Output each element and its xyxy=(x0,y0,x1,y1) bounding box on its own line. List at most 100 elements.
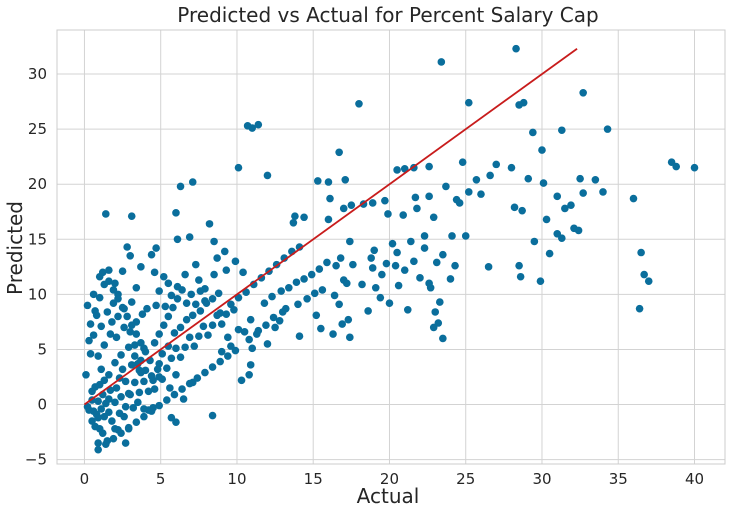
data-point xyxy=(216,357,224,366)
data-point xyxy=(289,218,298,227)
data-point xyxy=(121,439,130,447)
data-point xyxy=(260,299,269,307)
data-point xyxy=(518,206,526,215)
data-point xyxy=(86,350,95,358)
data-point xyxy=(118,303,127,312)
data-point xyxy=(155,401,163,410)
data-point xyxy=(342,279,351,288)
data-point xyxy=(213,311,221,320)
data-point xyxy=(147,407,156,415)
data-point xyxy=(173,294,182,303)
data-point xyxy=(637,248,645,257)
data-point xyxy=(105,277,113,285)
data-point xyxy=(111,398,119,407)
data-point xyxy=(155,287,163,295)
data-point xyxy=(451,261,459,270)
data-point xyxy=(599,188,607,196)
data-point xyxy=(213,254,221,262)
data-point xyxy=(558,126,566,135)
data-point xyxy=(291,212,299,220)
data-point xyxy=(239,268,247,277)
data-point xyxy=(178,385,186,393)
data-point xyxy=(100,376,109,385)
data-point xyxy=(317,324,325,333)
data-point xyxy=(690,163,699,172)
data-point xyxy=(172,418,180,426)
data-point xyxy=(510,203,519,212)
data-point xyxy=(208,363,217,371)
data-point xyxy=(344,315,353,324)
data-point xyxy=(94,413,102,422)
data-point xyxy=(121,377,130,386)
x-tick-label: 25 xyxy=(456,470,475,488)
data-point xyxy=(324,178,333,186)
data-point xyxy=(349,260,357,269)
data-point xyxy=(425,279,433,288)
data-point xyxy=(117,393,125,401)
y-tick-label: 5 xyxy=(37,340,47,358)
data-point xyxy=(224,333,232,342)
data-point xyxy=(382,259,391,268)
data-point xyxy=(94,439,102,447)
chart-title: Predicted vs Actual for Percent Salary C… xyxy=(177,3,598,27)
data-point xyxy=(153,365,162,374)
x-tick-label: 10 xyxy=(227,470,246,488)
data-point xyxy=(137,368,145,377)
data-point xyxy=(159,272,168,281)
data-point xyxy=(140,405,148,413)
data-point xyxy=(227,300,235,309)
data-point xyxy=(407,237,415,246)
data-point xyxy=(278,308,287,316)
y-tick-label: 30 xyxy=(28,65,47,83)
data-point xyxy=(246,361,255,369)
data-point xyxy=(135,388,144,397)
data-point xyxy=(103,308,112,316)
data-point xyxy=(385,299,394,307)
data-points xyxy=(82,44,699,454)
data-point xyxy=(89,331,98,339)
data-point xyxy=(132,283,141,292)
data-point xyxy=(124,389,133,398)
data-point xyxy=(155,330,163,338)
data-point xyxy=(429,323,438,332)
data-point xyxy=(640,270,648,279)
data-point xyxy=(420,232,429,240)
data-point xyxy=(166,384,174,392)
data-point xyxy=(214,289,223,298)
data-point xyxy=(516,272,525,281)
data-point xyxy=(240,328,249,336)
identity-line xyxy=(83,47,578,406)
data-point xyxy=(201,368,209,377)
x-tick-labels: 0 5 10 15 20 25 30 35 40 xyxy=(80,470,704,488)
data-point xyxy=(248,344,257,353)
data-point xyxy=(461,232,470,240)
data-point xyxy=(464,98,473,107)
data-point xyxy=(172,209,180,217)
data-point xyxy=(83,301,92,310)
data-point xyxy=(330,291,339,300)
data-point xyxy=(126,328,135,336)
data-point xyxy=(123,243,131,251)
data-point xyxy=(196,307,205,315)
data-point xyxy=(195,332,203,341)
data-point xyxy=(300,213,308,222)
data-point xyxy=(391,261,400,270)
x-tick-label: 30 xyxy=(532,470,551,488)
data-point xyxy=(117,351,125,359)
data-point xyxy=(94,352,102,360)
data-point xyxy=(442,182,450,191)
data-point xyxy=(132,418,141,426)
data-point xyxy=(574,226,583,235)
data-point xyxy=(97,405,106,413)
data-point xyxy=(188,178,197,186)
data-point xyxy=(285,283,293,292)
y-tick-label: 10 xyxy=(28,285,47,303)
data-point xyxy=(384,210,392,218)
data-point xyxy=(403,305,412,314)
data-point xyxy=(262,321,270,330)
data-point xyxy=(100,341,109,349)
data-point xyxy=(234,325,243,334)
data-point xyxy=(313,177,322,185)
data-point xyxy=(515,101,523,109)
